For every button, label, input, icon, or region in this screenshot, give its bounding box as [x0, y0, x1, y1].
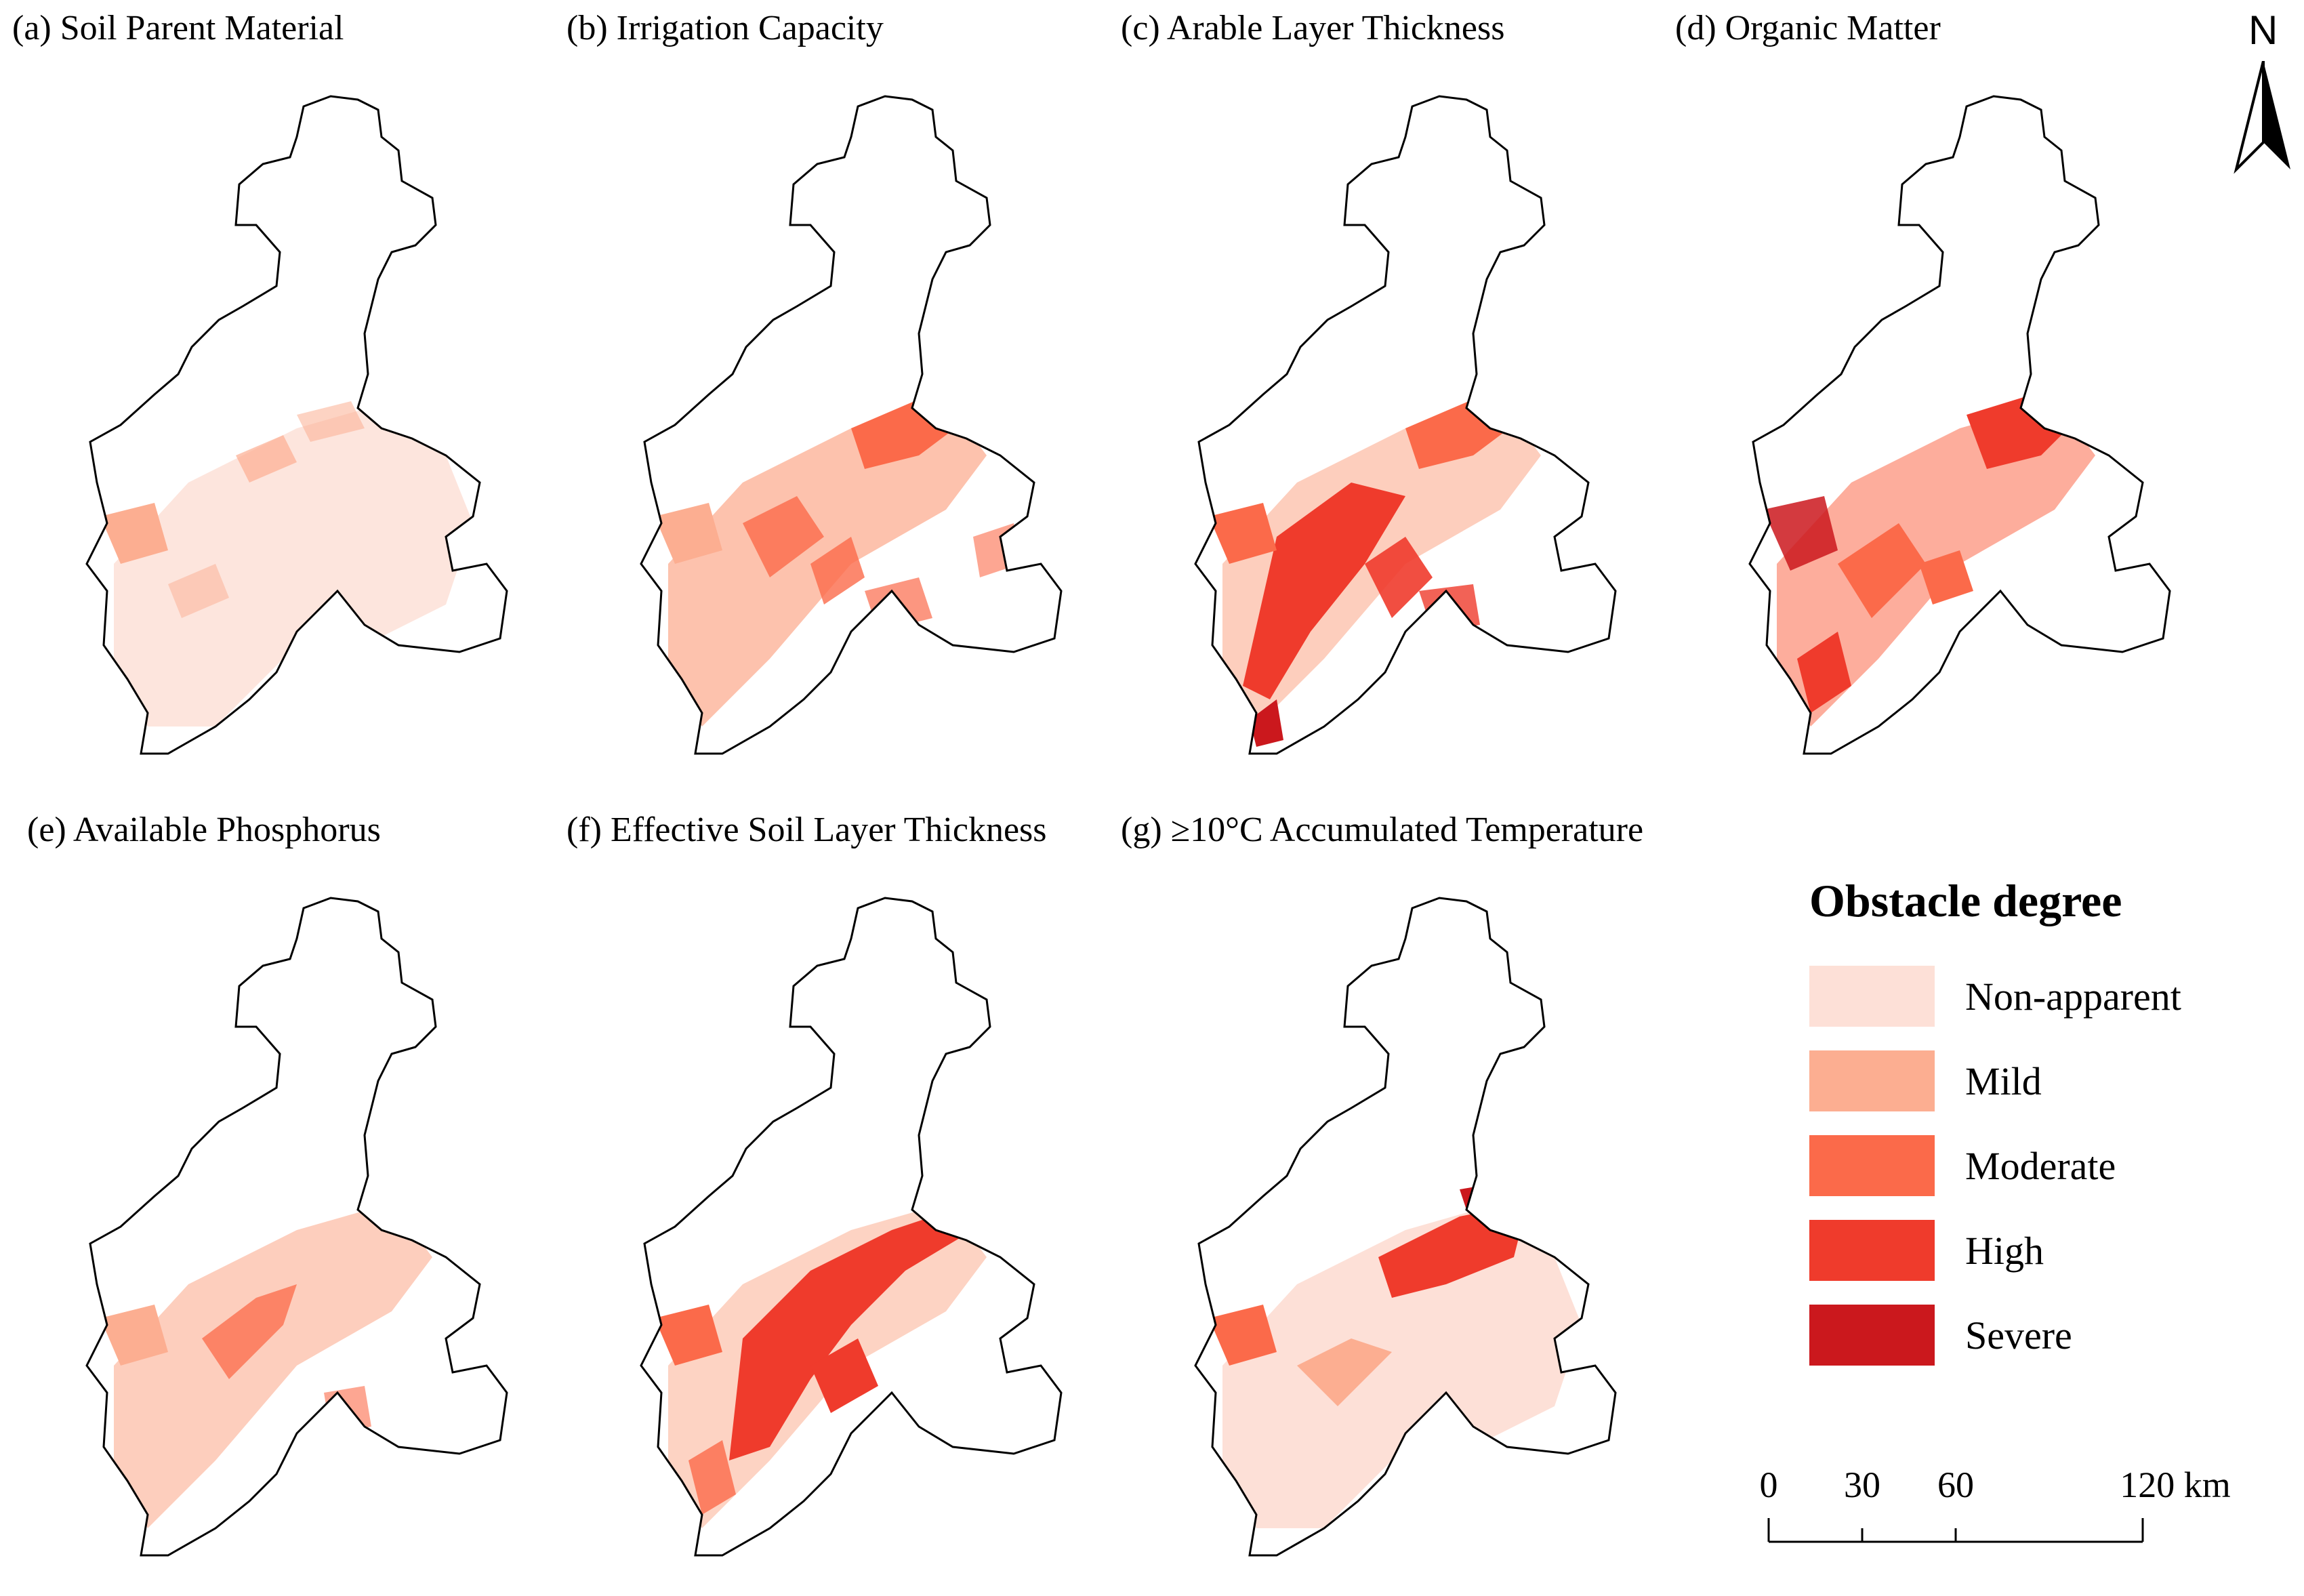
region-map — [85, 897, 508, 1557]
panel-title: (e) Available Phosphorus — [27, 811, 381, 849]
scale-bar-line — [1767, 1518, 2144, 1543]
region-map — [1748, 95, 2171, 755]
north-label: N — [2248, 7, 2278, 53]
legend-swatch — [1809, 1220, 1935, 1281]
map-panel-a: (a) Soil Parent Material — [12, 8, 554, 794]
region-boundary — [1748, 95, 2171, 755]
region-map — [640, 95, 1063, 755]
north-arrow-icon — [2234, 61, 2290, 174]
map-panel-d: (d) Organic Matter — [1675, 8, 2217, 794]
legend-label: Mild — [1965, 1059, 2042, 1103]
map-panel-e: (e) Available Phosphorus — [27, 810, 569, 1596]
region-boundary — [85, 897, 508, 1557]
region-boundary — [1194, 897, 1617, 1557]
region-map — [1194, 95, 1617, 755]
map-panel-g: (g) ≥10°C Accumulated Temperature — [1121, 810, 1663, 1596]
scale-bar: 0 30 60 120 km — [1755, 1464, 2270, 1552]
scale-tick-label: 60 — [1937, 1465, 1974, 1505]
panel-title: (f) Effective Soil Layer Thickness — [567, 811, 1047, 849]
map-panel-f: (f) Effective Soil Layer Thickness — [567, 810, 1109, 1596]
map-panel-c: (c) Arable Layer Thickness — [1121, 8, 1663, 794]
panel-title: (g) ≥10°C Accumulated Temperature — [1121, 811, 1644, 849]
panel-title: (b) Irrigation Capacity — [567, 9, 884, 47]
legend-swatch — [1809, 1135, 1935, 1196]
region-boundary — [640, 95, 1063, 755]
region-boundary — [1194, 95, 1617, 755]
region-map — [85, 95, 508, 755]
legend-label: Severe — [1965, 1313, 2072, 1357]
panel-title: (c) Arable Layer Thickness — [1121, 9, 1505, 47]
scale-tick-label: 0 — [1759, 1465, 1778, 1505]
scale-tick-label: 120 km — [2120, 1465, 2231, 1505]
scale-tick-label: 30 — [1844, 1465, 1880, 1505]
legend-title: Obstacle degree — [1809, 875, 2122, 926]
map-panel-b: (b) Irrigation Capacity — [567, 8, 1109, 794]
legend-swatch — [1809, 1305, 1935, 1366]
legend: Obstacle degree Non-apparent Mild Modera… — [1803, 874, 2277, 1366]
region-map — [1194, 897, 1617, 1557]
north-arrow: N — [2229, 7, 2304, 176]
panel-title: (d) Organic Matter — [1675, 9, 1941, 47]
legend-label: Moderate — [1965, 1144, 2116, 1188]
panel-title: (a) Soil Parent Material — [12, 9, 344, 47]
region-map — [640, 897, 1063, 1557]
legend-label: High — [1965, 1229, 2044, 1273]
legend-swatch — [1809, 1050, 1935, 1111]
region-boundary — [85, 95, 508, 755]
legend-label: Non-apparent — [1965, 975, 2181, 1019]
legend-swatch — [1809, 966, 1935, 1027]
region-boundary — [640, 897, 1063, 1557]
